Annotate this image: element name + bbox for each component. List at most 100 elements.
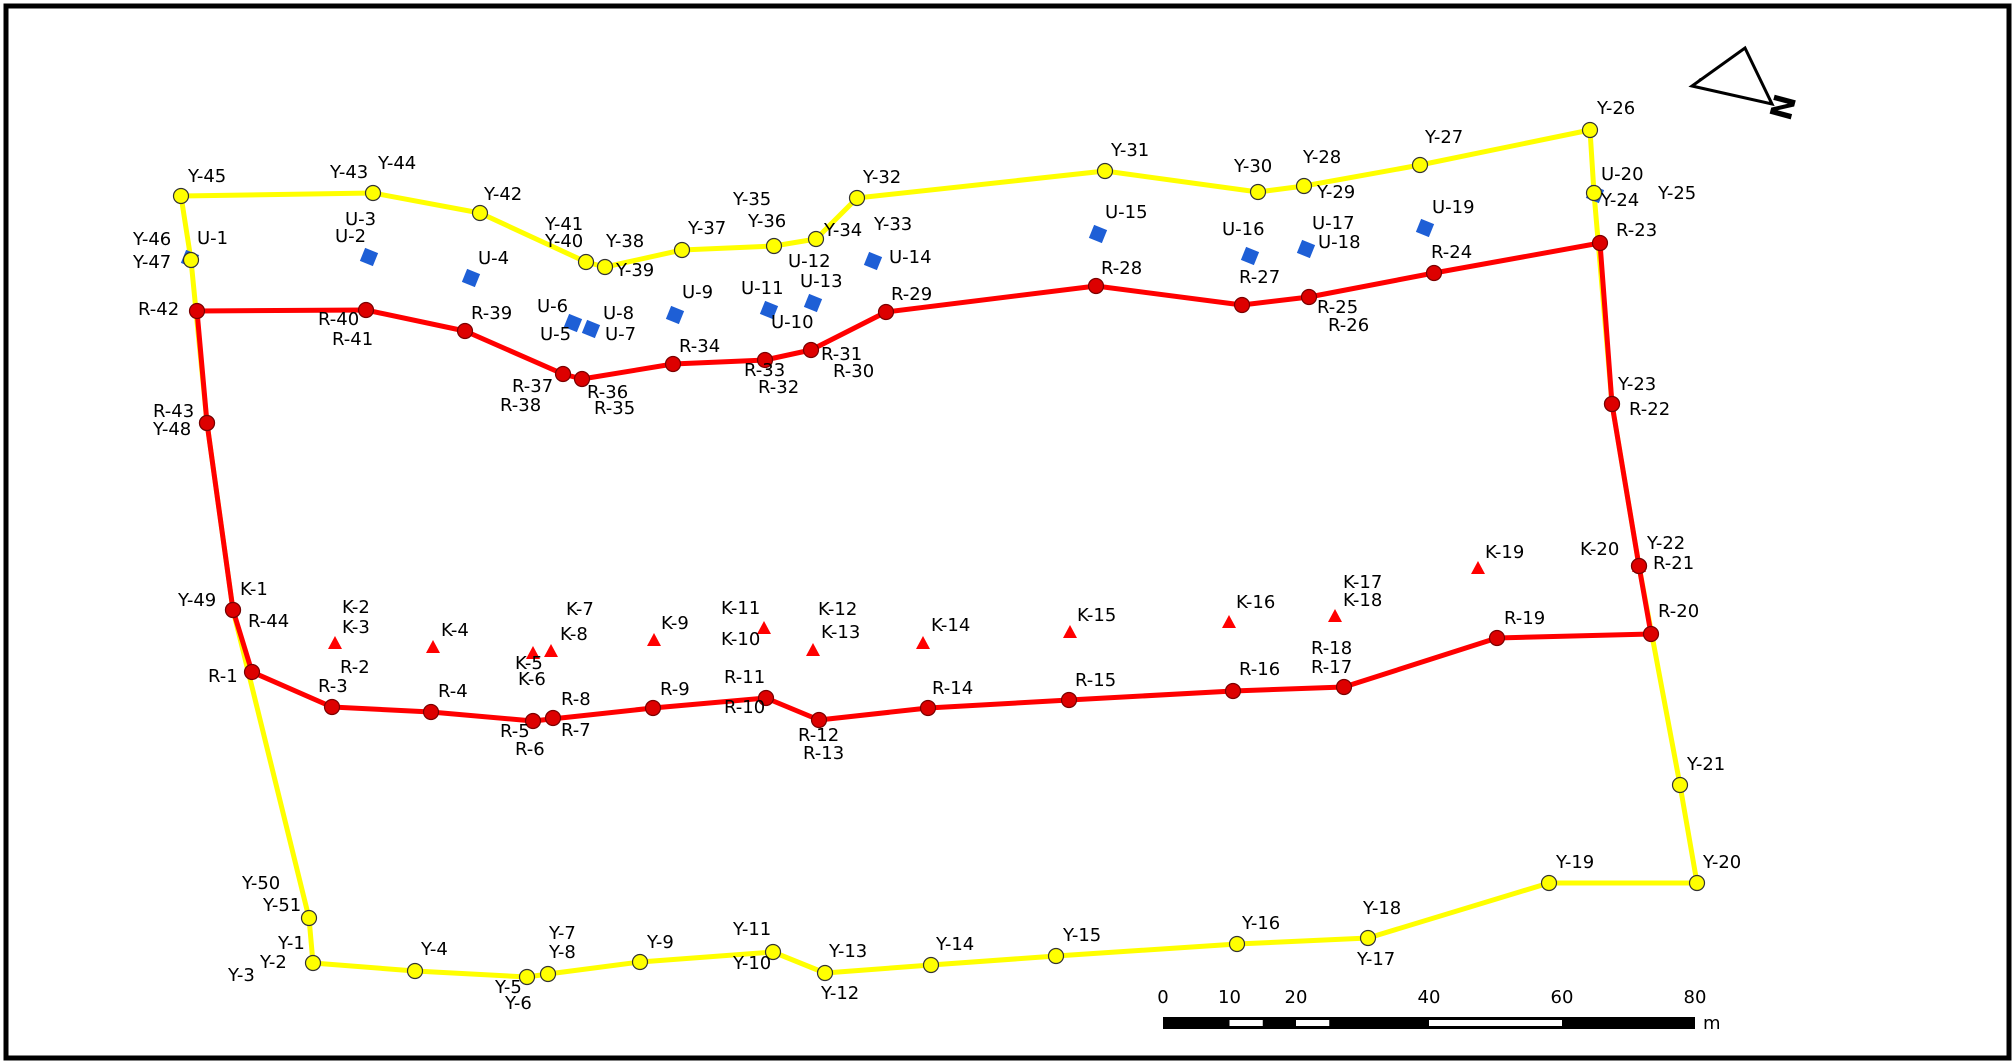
triangle-marker-k-5	[526, 646, 540, 659]
scale-bar-segment-2	[1296, 1020, 1330, 1026]
label-k-19: K-19	[1485, 542, 1524, 563]
label-u-4: U-4	[478, 248, 509, 269]
scale-label-40: 40	[1418, 987, 1441, 1008]
label-r-40: R-40	[318, 309, 359, 330]
red-point-r-28	[1087, 277, 1105, 295]
triangle-marker-k-9	[647, 633, 661, 646]
label-r-29: R-29	[891, 284, 932, 305]
label-r-25: R-25	[1317, 297, 1358, 318]
label-r-10: R-10	[724, 697, 765, 718]
label-r-5: R-5	[500, 721, 530, 742]
red-point-r-20	[1642, 625, 1660, 643]
yellow-point-y-15	[1047, 947, 1065, 965]
label-y-39: Y-39	[615, 260, 654, 281]
blue-marker-u-8	[581, 319, 601, 339]
label-u-9: U-9	[682, 282, 713, 303]
label-y-43: Y-43	[329, 162, 368, 183]
label-y-47: Y-47	[132, 252, 171, 273]
label-k-2: K-2	[342, 597, 370, 618]
label-y-14: Y-14	[935, 934, 974, 955]
red-point-r-23	[1591, 234, 1609, 252]
label-u-12: U-12	[788, 251, 831, 272]
label-u-2: U-2	[335, 226, 366, 247]
label-y-13: Y-13	[828, 941, 867, 962]
red-point-r-39	[456, 322, 474, 340]
yellow-point-y-13	[816, 964, 834, 982]
yellow-point-y-30	[1249, 183, 1267, 201]
label-k-15: K-15	[1077, 605, 1116, 626]
yellow-point-y-32	[848, 189, 866, 207]
yellow-point-y-31	[1096, 162, 1114, 180]
label-y-51: Y-51	[262, 895, 301, 916]
red-point-r-44	[224, 601, 242, 619]
label-r-13: R-13	[803, 743, 844, 764]
red-point-r-2	[323, 698, 341, 716]
blue-marker-u-19	[1415, 218, 1435, 238]
north-arrow-outline-icon	[1688, 45, 1775, 107]
label-r-20: R-20	[1658, 601, 1699, 622]
scale-label-60: 60	[1551, 987, 1574, 1008]
label-y-46: Y-46	[132, 229, 171, 250]
label-r-4: R-4	[438, 681, 468, 702]
yellow-point-y-11	[764, 943, 782, 961]
label-u-5: U-5	[540, 324, 571, 345]
triangle-marker-k-7	[544, 644, 558, 657]
yellow-point-y-14	[922, 956, 940, 974]
red-point-r-27	[1233, 296, 1251, 314]
scale-label-0: 0	[1157, 987, 1168, 1008]
blue-marker-u-4	[461, 268, 481, 288]
red-point-r-5	[524, 712, 542, 730]
label-y-41: Y-41	[544, 214, 583, 235]
yellow-route-line	[178, 127, 1700, 980]
label-y-25: Y-25	[1657, 183, 1696, 204]
label-r-30: R-30	[833, 361, 874, 382]
yellow-point-y-46	[182, 251, 200, 269]
label-y-3: Y-3	[227, 965, 255, 986]
label-u-7: U-7	[605, 324, 636, 345]
yellow-point-y-5	[518, 968, 536, 986]
yellow-point-y-16	[1228, 935, 1246, 953]
yellow-point-y-40	[577, 253, 595, 271]
triangle-marker-k-19	[1471, 561, 1485, 574]
label-r-15: R-15	[1075, 670, 1116, 691]
yellow-point-y-1	[304, 954, 322, 972]
label-k-14: K-14	[931, 615, 970, 636]
label-k-10: K-10	[721, 629, 760, 650]
label-u-16: U-16	[1222, 219, 1265, 240]
label-y-26: Y-26	[1596, 98, 1635, 119]
label-y-1: Y-1	[277, 933, 305, 954]
red-points	[188, 234, 1660, 730]
label-r-23: R-23	[1616, 220, 1657, 241]
label-y-19: Y-19	[1555, 852, 1594, 873]
red-route-polyline	[194, 240, 1654, 724]
label-u-15: U-15	[1105, 202, 1148, 223]
label-u-8: U-8	[603, 303, 634, 324]
label-y-23: Y-23	[1617, 374, 1656, 395]
label-y-22: Y-22	[1646, 533, 1685, 554]
label-u-19: U-19	[1432, 197, 1475, 218]
label-r-33: R-33	[744, 360, 785, 381]
label-k-12: K-12	[818, 599, 857, 620]
label-k-13: K-13	[821, 622, 860, 643]
red-point-r-18	[1335, 678, 1353, 696]
red-point-r-21	[1630, 557, 1648, 575]
label-y-6: Y-6	[504, 993, 532, 1014]
label-r-44: R-44	[248, 611, 289, 632]
label-u-18: U-18	[1318, 232, 1361, 253]
label-r-14: R-14	[932, 678, 973, 699]
label-r-16: R-16	[1239, 659, 1280, 680]
yellow-point-y-45	[172, 187, 190, 205]
label-y-35: Y-35	[732, 189, 771, 210]
label-k-6: K-6	[518, 669, 546, 690]
yellow-point-y-19	[1540, 874, 1558, 892]
label-y-32: Y-32	[862, 167, 901, 188]
label-r-17: R-17	[1311, 657, 1352, 678]
label-r-39: R-39	[471, 303, 512, 324]
label-r-36: R-36	[587, 382, 628, 403]
red-point-r-14	[919, 699, 937, 717]
label-y-50: Y-50	[241, 873, 280, 894]
scale-label-10: 10	[1218, 987, 1241, 1008]
label-r-11: R-11	[724, 667, 765, 688]
label-y-29: Y-29	[1316, 182, 1355, 203]
yellow-point-y-27	[1411, 156, 1429, 174]
